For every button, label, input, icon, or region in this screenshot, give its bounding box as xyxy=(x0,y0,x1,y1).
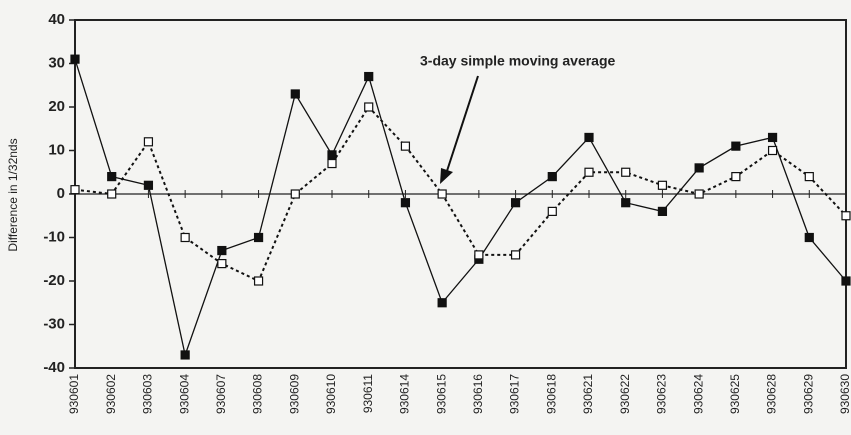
y-tick-label: 30 xyxy=(48,54,65,71)
x-tick-label: 930610 xyxy=(324,374,338,414)
data-point xyxy=(584,167,594,177)
data-point xyxy=(841,211,851,221)
x-tick-label: 930621 xyxy=(581,374,595,414)
data-point xyxy=(253,276,264,286)
x-tick-label: 930607 xyxy=(214,374,228,414)
data-point xyxy=(364,102,374,112)
data-point xyxy=(804,172,814,182)
data-point xyxy=(70,54,80,64)
data-point xyxy=(731,141,741,151)
x-tick-label: 930603 xyxy=(141,374,155,414)
annotation: 3-day simple moving average xyxy=(420,53,616,69)
x-tick-label: 930623 xyxy=(655,374,669,414)
x-tick-label: 930615 xyxy=(434,374,448,414)
data-point xyxy=(474,250,484,260)
data-point xyxy=(143,180,154,190)
data-point xyxy=(217,245,227,256)
x-tick-label: 930608 xyxy=(251,374,265,414)
x-tick-label: 930602 xyxy=(104,374,118,414)
y-tick-label: -20 xyxy=(43,272,65,289)
data-point xyxy=(621,198,631,208)
data-point xyxy=(841,276,851,286)
data-point xyxy=(364,71,374,82)
data-point xyxy=(143,137,154,147)
data-point xyxy=(107,172,117,182)
data-point xyxy=(437,298,447,308)
data-point xyxy=(327,150,337,160)
x-tick-label: 930628 xyxy=(765,374,779,414)
x-tick-label: 930629 xyxy=(801,374,815,414)
data-point xyxy=(547,206,557,216)
series-line xyxy=(74,58,847,358)
data-point xyxy=(253,232,264,243)
data-point xyxy=(70,185,80,195)
y-axis-label: Difference in 1/32nds xyxy=(6,138,20,251)
data-point xyxy=(694,163,704,173)
data-point xyxy=(510,198,521,208)
data-point xyxy=(621,167,631,177)
x-tick-label: 930625 xyxy=(728,374,742,414)
data-point xyxy=(767,132,778,143)
x-tick-label: 930622 xyxy=(618,374,632,414)
y-tick-label: -10 xyxy=(43,228,65,245)
data-point xyxy=(107,189,117,199)
data-point xyxy=(584,132,594,143)
x-tick-label: 930616 xyxy=(471,374,485,414)
data-point xyxy=(400,198,411,208)
x-tick-label: 930614 xyxy=(398,374,412,414)
data-point xyxy=(217,259,227,269)
x-tick-label: 930630 xyxy=(838,374,851,414)
data-point xyxy=(657,206,668,216)
y-tick-label: 10 xyxy=(48,141,65,158)
annotation-arrowhead xyxy=(440,168,453,184)
x-tick-label: 930611 xyxy=(361,374,375,413)
x-tick-label: 930624 xyxy=(691,374,705,414)
data-point xyxy=(657,180,668,190)
x-tick-label: 930618 xyxy=(544,374,558,414)
y-tick-label: 0 xyxy=(57,185,65,202)
x-tick-label: 930601 xyxy=(67,374,81,414)
data-point xyxy=(180,350,190,360)
data-point xyxy=(510,250,521,260)
data-point xyxy=(290,189,300,199)
data-point xyxy=(437,189,447,199)
data-point xyxy=(804,232,814,243)
data-point xyxy=(327,158,337,169)
y-tick-label: -30 xyxy=(43,315,65,332)
x-tick-label: 930609 xyxy=(287,374,301,414)
data-point xyxy=(290,89,300,99)
y-tick-label: 20 xyxy=(48,98,65,115)
data-point xyxy=(767,145,778,156)
y-tick-label: -40 xyxy=(43,359,65,376)
data-point xyxy=(180,232,190,243)
x-tick-label: 930604 xyxy=(177,374,191,414)
data-point xyxy=(547,172,557,182)
x-tick-label: 930617 xyxy=(508,374,522,414)
series-line xyxy=(74,105,847,283)
data-point xyxy=(400,141,411,151)
data-point xyxy=(694,189,704,199)
data-point xyxy=(731,172,741,182)
y-tick-label: 40 xyxy=(48,11,65,28)
annotation-arrow xyxy=(445,75,479,175)
